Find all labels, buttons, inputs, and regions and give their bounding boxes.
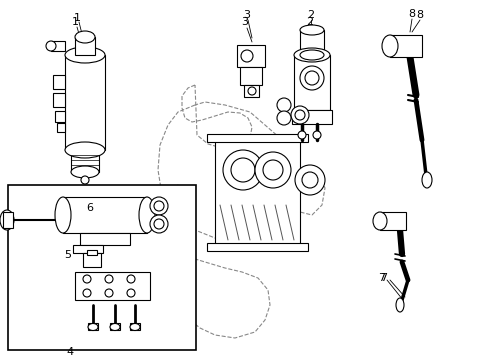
Bar — [75, 37, 95, 55]
Text: 8: 8 — [407, 9, 415, 19]
Bar — [206, 134, 307, 142]
Circle shape — [230, 158, 254, 182]
Bar — [88, 323, 98, 330]
Text: 1: 1 — [73, 13, 81, 23]
Bar — [75, 272, 150, 300]
Bar — [8, 185, 196, 350]
Circle shape — [276, 98, 290, 112]
Bar — [206, 243, 307, 251]
Circle shape — [263, 160, 283, 180]
Bar — [73, 245, 103, 253]
Bar — [3, 212, 13, 228]
Text: 7: 7 — [378, 273, 385, 283]
Bar — [389, 35, 421, 57]
Bar — [293, 55, 329, 110]
Bar — [130, 323, 140, 330]
Circle shape — [105, 275, 113, 283]
Circle shape — [127, 275, 135, 283]
Circle shape — [105, 289, 113, 297]
Circle shape — [294, 165, 325, 195]
Ellipse shape — [0, 210, 14, 230]
Circle shape — [83, 275, 91, 283]
Ellipse shape — [299, 50, 324, 60]
Ellipse shape — [75, 31, 95, 43]
Circle shape — [294, 110, 305, 120]
Ellipse shape — [65, 142, 105, 158]
Ellipse shape — [46, 41, 56, 51]
Bar — [83, 253, 101, 267]
Text: 2: 2 — [306, 17, 313, 27]
Circle shape — [241, 50, 252, 62]
Circle shape — [150, 197, 168, 215]
Circle shape — [81, 176, 89, 184]
Ellipse shape — [293, 48, 329, 62]
Text: 1: 1 — [71, 17, 79, 27]
Ellipse shape — [381, 35, 397, 57]
Bar — [53, 75, 65, 89]
Ellipse shape — [88, 324, 98, 330]
Bar — [57, 123, 65, 132]
Ellipse shape — [421, 172, 431, 188]
Ellipse shape — [139, 197, 155, 233]
Circle shape — [247, 87, 256, 95]
Bar — [240, 67, 262, 85]
Circle shape — [305, 71, 318, 85]
Text: 8: 8 — [416, 10, 423, 20]
Ellipse shape — [372, 212, 386, 230]
Circle shape — [254, 152, 290, 188]
Circle shape — [302, 172, 317, 188]
Bar — [237, 45, 264, 67]
Circle shape — [297, 131, 305, 139]
Bar — [299, 30, 324, 52]
Circle shape — [83, 289, 91, 297]
Bar — [379, 212, 405, 230]
Bar — [63, 197, 147, 233]
Bar — [291, 110, 331, 124]
Text: 3: 3 — [241, 17, 248, 27]
Bar — [55, 111, 65, 122]
Text: 4: 4 — [66, 347, 73, 357]
Ellipse shape — [299, 25, 324, 35]
Ellipse shape — [55, 197, 71, 233]
Circle shape — [299, 66, 324, 90]
Text: 7: 7 — [380, 273, 387, 283]
Bar — [110, 323, 120, 330]
Circle shape — [150, 215, 168, 233]
Ellipse shape — [110, 324, 120, 330]
Text: 2: 2 — [307, 10, 314, 20]
Circle shape — [312, 131, 320, 139]
Circle shape — [154, 219, 163, 229]
Bar — [71, 150, 99, 172]
Text: 6: 6 — [86, 203, 93, 213]
Text: 5: 5 — [64, 250, 71, 260]
Ellipse shape — [65, 47, 105, 63]
Circle shape — [223, 150, 263, 190]
Circle shape — [276, 111, 290, 125]
Circle shape — [154, 201, 163, 211]
Bar — [244, 85, 259, 97]
Circle shape — [127, 289, 135, 297]
Bar — [51, 41, 65, 51]
Ellipse shape — [130, 324, 140, 330]
Bar — [80, 233, 130, 245]
Circle shape — [290, 106, 308, 124]
Bar — [53, 93, 65, 107]
Bar — [87, 250, 97, 255]
Ellipse shape — [71, 166, 99, 178]
Text: 3: 3 — [243, 10, 250, 20]
Ellipse shape — [395, 298, 403, 312]
Bar — [215, 140, 299, 245]
